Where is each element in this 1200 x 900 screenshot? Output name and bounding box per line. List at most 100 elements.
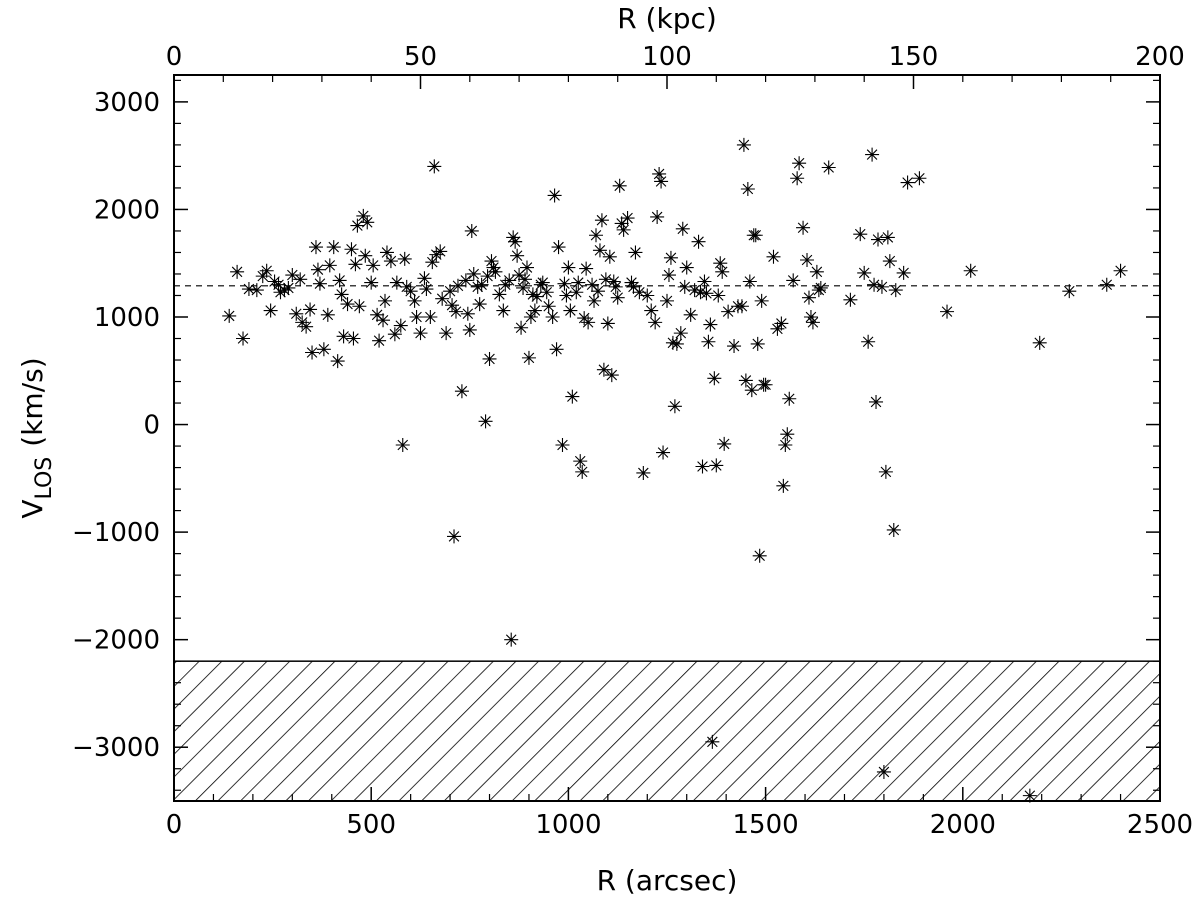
data-point <box>669 336 684 351</box>
data-point <box>715 264 730 279</box>
excluded-region-hatch <box>173 660 1161 802</box>
data-point <box>514 320 529 335</box>
data-point <box>675 221 690 236</box>
data-point <box>734 299 749 314</box>
data-point <box>796 220 811 235</box>
data-point <box>310 262 325 277</box>
data-point <box>521 350 536 365</box>
x-bottom-tick-label: 500 <box>346 810 396 840</box>
data-point <box>303 302 318 317</box>
data-point <box>340 297 355 312</box>
data-point <box>393 318 408 333</box>
data-point <box>778 437 793 452</box>
data-point <box>259 263 274 278</box>
data-point <box>687 283 702 298</box>
data-point <box>713 256 728 271</box>
data-point <box>379 245 394 260</box>
data-point <box>800 252 815 267</box>
data-point <box>464 223 479 238</box>
data-point <box>624 275 639 290</box>
data-point <box>482 351 497 366</box>
data-point <box>409 310 424 324</box>
data-point <box>790 171 805 186</box>
data-point <box>356 208 371 223</box>
data-point <box>502 273 517 288</box>
data-point <box>527 303 542 318</box>
x-bottom-tick-label: 2000 <box>930 810 996 840</box>
data-point <box>326 240 341 255</box>
data-point <box>912 171 927 186</box>
data-point <box>612 178 627 193</box>
data-point <box>346 331 361 346</box>
data-point <box>529 289 544 304</box>
data-point <box>744 383 759 398</box>
data-point <box>366 258 381 273</box>
data-point <box>330 354 345 369</box>
data-point <box>474 277 489 292</box>
data-point <box>673 326 688 341</box>
data-point <box>792 156 807 171</box>
data-point <box>594 213 609 228</box>
data-point <box>433 244 448 259</box>
data-point <box>222 308 237 323</box>
data-point <box>663 250 678 265</box>
data-point <box>880 230 895 245</box>
data-point <box>419 282 434 297</box>
x-axis-bottom-title: R (arcsec) <box>597 864 738 897</box>
y-axis-title-sub: LOS <box>32 457 57 500</box>
data-point <box>462 322 477 337</box>
data-point <box>587 293 602 308</box>
data-point <box>697 274 712 289</box>
data-point <box>1032 335 1047 350</box>
data-point <box>748 228 763 243</box>
data-point <box>780 427 795 442</box>
y-tick-label: −3000 <box>72 733 160 763</box>
data-point <box>620 211 635 226</box>
data-point <box>742 274 757 289</box>
data-point <box>439 326 454 341</box>
data-point <box>551 240 566 255</box>
data-point <box>480 269 495 284</box>
data-point <box>640 288 655 303</box>
data-point <box>648 315 663 330</box>
data-point <box>610 290 625 305</box>
data-point <box>344 242 359 257</box>
data-point <box>450 278 465 293</box>
data-point <box>736 137 751 152</box>
data-point <box>334 287 349 302</box>
data-point <box>395 437 410 452</box>
data-point <box>350 218 365 233</box>
data-point <box>508 234 523 249</box>
data-point <box>602 249 617 264</box>
data-point <box>882 254 897 269</box>
data-point <box>876 764 891 779</box>
data-point <box>857 265 872 280</box>
data-point <box>776 478 791 493</box>
data-point <box>336 329 351 344</box>
data-point <box>614 216 629 231</box>
data-point <box>236 331 251 346</box>
data-point <box>466 266 481 281</box>
data-point <box>652 166 667 181</box>
data-point <box>721 304 736 319</box>
data-point <box>600 316 615 331</box>
data-point <box>417 271 432 286</box>
data-point <box>403 284 418 299</box>
y-tick-label: −1000 <box>72 518 160 548</box>
data-point <box>886 522 901 537</box>
data-point <box>557 276 572 291</box>
data-point <box>589 228 604 243</box>
data-point <box>496 303 511 318</box>
data-point <box>707 371 722 386</box>
y-tick-label: −2000 <box>72 626 160 656</box>
x-bottom-tick-label: 0 <box>166 810 183 840</box>
data-point <box>448 304 463 319</box>
data-point <box>383 254 398 269</box>
plot-frame <box>173 74 1161 802</box>
data-point <box>766 249 781 264</box>
data-point <box>348 257 363 272</box>
data-point <box>332 273 347 288</box>
x-axis-top-title: R (kpc) <box>617 2 717 35</box>
data-point <box>703 317 718 332</box>
data-point <box>608 279 623 294</box>
